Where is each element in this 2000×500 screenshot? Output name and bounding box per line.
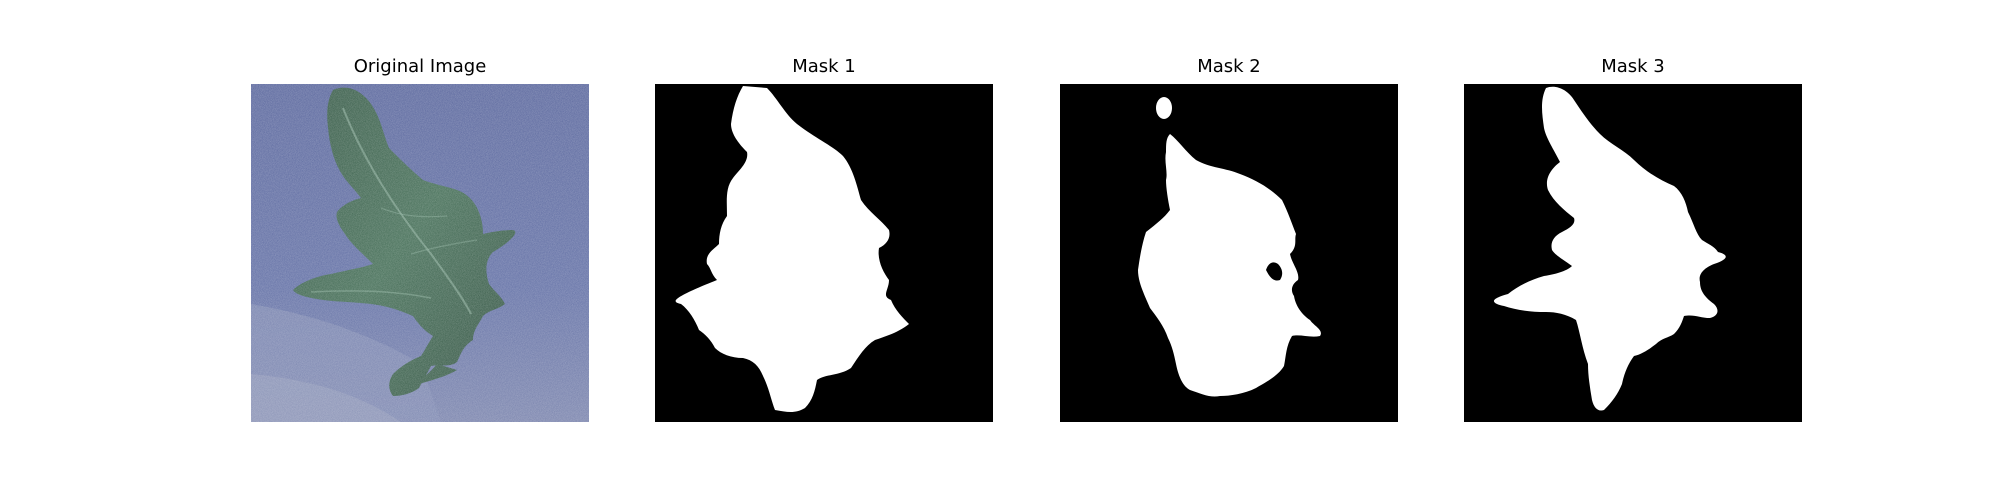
panel-mask-1: Mask 1: [655, 0, 993, 500]
panel-mask-2: Mask 2: [1060, 0, 1398, 500]
mask-2-blob: [1156, 97, 1172, 119]
panel-title-original: Original Image: [353, 56, 487, 77]
mask-3-region: [1493, 86, 1726, 411]
mask-1-region: [675, 86, 909, 412]
panel-title-mask-1: Mask 1: [792, 56, 856, 77]
mask-1-image: [655, 84, 993, 422]
panel-title-mask-2: Mask 2: [1197, 56, 1261, 77]
mask-3-image: [1464, 84, 1802, 422]
panel-title-mask-3: Mask 3: [1601, 56, 1665, 77]
mask-2-region: [1138, 134, 1321, 397]
panel-original: Original Image: [251, 0, 589, 500]
mask-2-image: [1060, 84, 1398, 422]
original-image: [251, 84, 589, 422]
panel-mask-3: Mask 3: [1464, 0, 1802, 500]
